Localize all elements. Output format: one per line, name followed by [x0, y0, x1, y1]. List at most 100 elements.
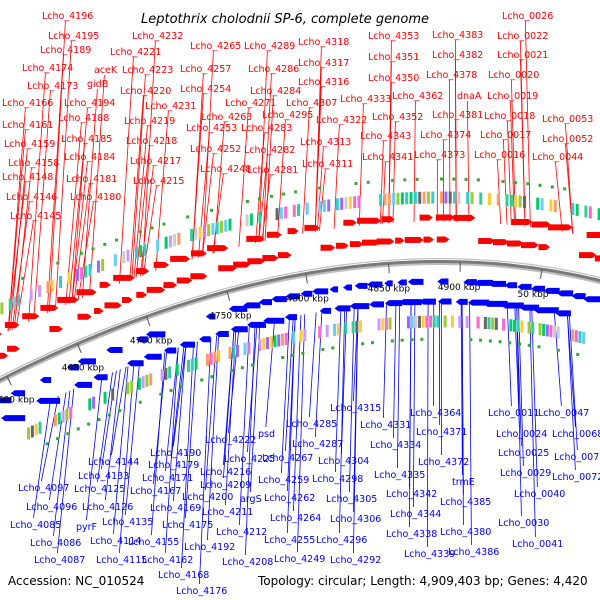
reverse-gene-label: Lcho_4212 [216, 527, 267, 538]
cog-band-forward [75, 268, 79, 281]
reverse-cds-arrow [39, 376, 52, 383]
reverse-gene-label-leader [125, 361, 141, 516]
cog-band-reverse [280, 333, 284, 346]
reverse-cds-arrow [419, 298, 436, 305]
cog-band-forward [88, 263, 92, 276]
cog-band-reverse [436, 315, 440, 328]
cog-band-forward [540, 198, 544, 211]
forward-gene-label-leader [379, 140, 384, 224]
cog-band-reverse [553, 325, 557, 338]
reverse-gene-label-leader [531, 307, 538, 488]
forward-gene-label: Lcho_0017 [480, 130, 531, 141]
forward-cds-arrow [357, 217, 381, 224]
cog-band-forward [279, 207, 283, 220]
trna-marker [400, 338, 404, 342]
forward-gene-label: Lcho_4231 [145, 101, 196, 112]
cog-band-reverse [175, 363, 179, 376]
cog-band-reverse [377, 318, 381, 331]
reverse-gene-label: Lcho_0024 [496, 429, 547, 440]
reverse-gene-label-leader [568, 314, 578, 451]
cog-band-forward [67, 272, 71, 285]
genome-title: Leptothrix cholodnii SP-6, complete geno… [141, 12, 429, 27]
trna-marker [118, 409, 122, 413]
cog-band-forward [224, 219, 228, 232]
forward-gene-label: Lcho_0052 [542, 134, 593, 145]
forward-gene-label: Lcho_4265 [190, 41, 241, 52]
trna-marker [107, 413, 111, 417]
cog-band-forward [164, 236, 168, 249]
forward-gene-label: Lcho_4185 [61, 134, 112, 145]
forward-gene-label: Lcho_4374 [420, 130, 471, 141]
reverse-cds-arrow [543, 287, 560, 294]
reverse-cds-arrow [369, 301, 384, 308]
reverse-gene-label-leader [173, 345, 187, 502]
reverse-gene-label: argS [240, 494, 262, 505]
reverse-cds-arrow [0, 397, 12, 404]
cog-band-forward [207, 224, 211, 237]
reverse-gene-label-leader [207, 335, 219, 541]
cog-band-reverse [187, 359, 191, 372]
forward-gene-label: Lcho_4173 [27, 81, 78, 92]
reverse-gene-label: Lcho_4168 [158, 570, 209, 581]
forward-gene-label: Lcho_4316 [298, 77, 349, 88]
cog-band-reverse [381, 318, 385, 331]
reverse-cds-arrow [488, 280, 507, 287]
forward-gene-label: Lcho_0022 [497, 31, 548, 42]
trna-marker [331, 346, 335, 350]
reverse-gene-label-leader [397, 302, 401, 469]
reverse-gene-label: Lcho_4385 [440, 497, 491, 508]
trna-marker [410, 338, 414, 342]
trna-marker [321, 348, 325, 352]
forward-gene-label: Lcho_4295 [262, 110, 313, 121]
cog-band-forward [440, 191, 444, 204]
cog-band-forward [553, 200, 557, 213]
cog-band-forward [409, 192, 413, 205]
reverse-gene-label: Lcho_0071 [554, 452, 600, 463]
forward-gene-label: Lcho_4215 [133, 176, 184, 187]
rrna-marker [476, 178, 480, 182]
forward-gene-label-leader [15, 220, 34, 328]
reverse-gene-label: Lcho_4114 [90, 536, 141, 547]
forward-cds-arrow [233, 261, 251, 268]
reverse-cds-arrow [407, 278, 424, 285]
forward-gene-label: Lcho_4253 [186, 123, 237, 134]
backbone-ring [0, 258, 600, 384]
reverse-gene-label: Lcho_4249 [274, 554, 325, 565]
rrna-marker [526, 182, 530, 186]
reverse-gene-label: Lcho_4162 [142, 555, 193, 566]
forward-gene-label-leader [135, 145, 150, 278]
trna-marker [159, 392, 163, 396]
rrna-marker [366, 180, 370, 184]
forward-gene-label-leader [392, 121, 396, 223]
forward-cds-arrow [77, 313, 92, 320]
reverse-cds-arrow [571, 293, 586, 300]
trna-marker [138, 400, 142, 404]
reverse-cds-arrow [384, 280, 393, 287]
reverse-gene-label: Lcho_4305 [326, 494, 377, 505]
forward-cds-arrow [176, 277, 193, 284]
ruler-label: 4600 kbp [0, 396, 35, 406]
reverse-cds-arrow [284, 314, 297, 321]
cog-band-forward [215, 221, 219, 234]
forward-cds-arrow [395, 237, 405, 244]
genome-summary-text: Topology: circular; Length: 4,909,403 bp… [258, 574, 588, 588]
cog-band-forward [575, 203, 579, 216]
reverse-cds-arrow [555, 310, 571, 317]
forward-gene-label-leader [129, 95, 144, 280]
reverse-gene-label-leader [97, 372, 113, 483]
cog-band-reverse [92, 396, 96, 409]
reverse-gene-label: Lcho_4175 [162, 520, 213, 531]
trna-marker [479, 338, 483, 342]
forward-gene-label: Lcho_4148 [2, 172, 53, 183]
reverse-gene-label: Lcho_4211 [202, 507, 253, 518]
cog-band-forward [202, 225, 206, 238]
reverse-cds-arrow [519, 304, 540, 311]
forward-gene-label-leader [212, 173, 224, 254]
forward-gene-label: Lcho_4317 [298, 58, 349, 69]
reverse-gene-label: Lcho_4304 [318, 456, 369, 467]
forward-cds-arrow [170, 255, 190, 262]
cog-band-reverse [502, 318, 506, 331]
forward-cds-arrow [0, 332, 2, 336]
forward-cds-arrow [49, 325, 63, 332]
cog-band-reverse [527, 321, 531, 334]
